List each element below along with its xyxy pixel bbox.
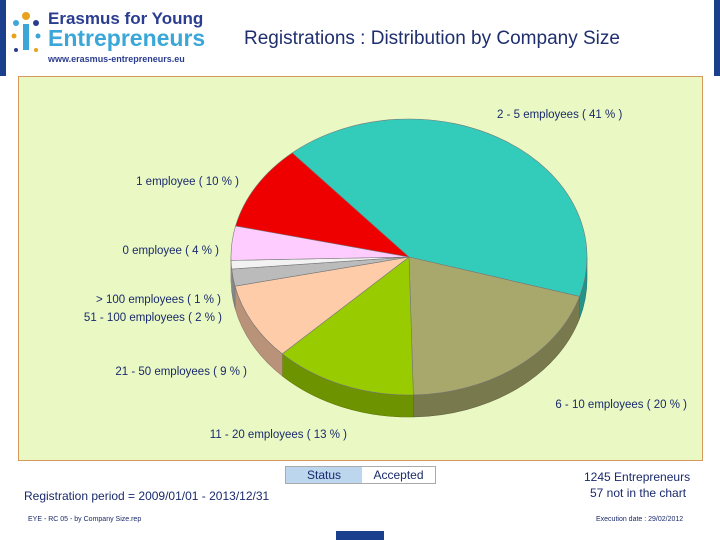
logo-mark-icon <box>11 12 41 52</box>
page-title: Registrations : Distribution by Company … <box>244 28 620 49</box>
pie-label-2: 11 - 20 employees ( 13 % ) <box>210 429 347 441</box>
pie-slice-3[interactable] <box>234 256 410 355</box>
registration-period: Registration period = 2009/01/01 - 2013/… <box>24 489 270 503</box>
total-entrepreneurs: 1245 Entrepreneurs <box>584 470 691 484</box>
header-accent-right <box>714 0 720 76</box>
pie-slice-2[interactable] <box>281 256 414 396</box>
pie-slice-1[interactable] <box>408 256 580 396</box>
pie-chart: 2 - 5 employees ( 41 % ) 6 - 10 employees… <box>84 109 687 441</box>
header: Erasmus for Young Entrepreneurs www.eras… <box>0 0 720 76</box>
pie-slice-7[interactable] <box>235 152 410 258</box>
chart-panel: 2 - 5 employees ( 41 % ) 6 - 10 employees… <box>18 76 703 461</box>
pie-label-4: 51 - 100 employees ( 2 % ) <box>84 312 222 324</box>
execution-date: Execution date : 29/02/2012 <box>596 516 684 523</box>
pie-label-3: 21 - 50 employees ( 9 % ) <box>115 366 247 378</box>
not-in-chart-count: 57 not in the chart <box>590 486 687 500</box>
report-name: EYE - RC 05 - by Company Size.rep <box>28 516 142 523</box>
bottom-tab <box>336 531 384 540</box>
logo-text-line1: Erasmus for Young <box>48 9 204 28</box>
pie-slice-0[interactable] <box>291 118 588 297</box>
header-accent-left <box>0 0 6 76</box>
logo-text-line2: Entrepreneurs <box>48 25 206 51</box>
logo: Erasmus for Young Entrepreneurs www.eras… <box>6 6 206 70</box>
logo-url[interactable]: www.erasmus-entrepreneurs.eu <box>48 54 185 64</box>
status-filter: Status Accepted <box>285 466 436 484</box>
pie-labels: 2 - 5 employees ( 41 % ) 6 - 10 employees… <box>84 109 687 441</box>
pie-label-6: 0 employee ( 4 % ) <box>122 245 219 257</box>
pie-slices <box>230 118 588 396</box>
status-filter-value: Accepted <box>362 467 435 483</box>
status-filter-key: Status <box>286 467 362 483</box>
pie-label-0: 2 - 5 employees ( 41 % ) <box>497 109 622 121</box>
pie-label-5: > 100 employees ( 1 % ) <box>96 294 221 306</box>
pie-label-7: 1 employee ( 10 % ) <box>136 176 239 188</box>
pie-label-1: 6 - 10 employees ( 20 % ) <box>555 399 687 411</box>
